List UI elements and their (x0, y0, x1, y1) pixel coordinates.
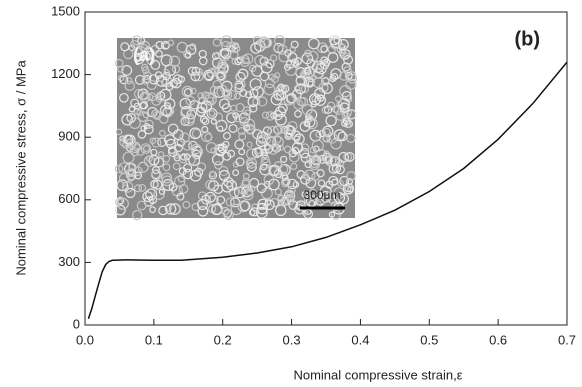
x-tick-label: 0.4 (351, 332, 369, 347)
inset-micrograph: (a) 300μm (115, 35, 356, 219)
chart: (a) 300μm (b) Nominal compressive strain,… (0, 0, 582, 387)
y-tick-label: 300 (58, 254, 80, 269)
y-tick-label: 0 (73, 316, 80, 331)
x-tick-label: 0.0 (76, 332, 94, 347)
inset-label: (a) (133, 45, 155, 65)
x-tick-label: 0.1 (145, 332, 163, 347)
x-tick-label: 0.2 (214, 332, 232, 347)
x-tick-label: 0.5 (420, 332, 438, 347)
x-tick-label: 0.7 (558, 332, 576, 347)
scale-bar-label: 300μm (304, 188, 341, 202)
y-tick-label: 1200 (51, 66, 80, 81)
x-axis-label: Nominal compressive strain,ε (293, 367, 462, 382)
x-tick-label: 0.3 (283, 332, 301, 347)
y-tick-label: 1500 (51, 3, 80, 18)
y-axis-label: Nominal compressive stress, σ / MPa (13, 60, 28, 276)
y-tick-label: 600 (58, 191, 80, 206)
x-tick-label: 0.6 (489, 332, 507, 347)
panel-label: (b) (514, 28, 540, 50)
y-tick-label: 900 (58, 129, 80, 144)
